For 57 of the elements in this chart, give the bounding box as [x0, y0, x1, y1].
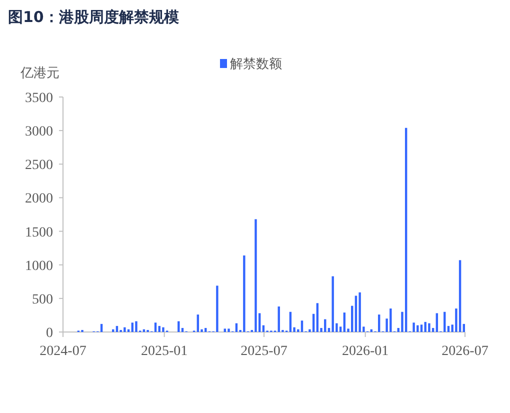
bar [100, 324, 103, 332]
y-tick-label: 2000 [25, 192, 53, 207]
legend-label: 解禁数额 [230, 57, 282, 72]
bar [390, 308, 392, 332]
x-tick-label: 2026-07 [442, 344, 488, 359]
bar [404, 128, 408, 332]
bar [428, 323, 430, 332]
bar [412, 322, 415, 332]
bar [154, 322, 157, 332]
x-tick-label: 2025-01 [140, 344, 188, 359]
x-tick-label: 2026-01 [342, 344, 389, 359]
bar [351, 306, 354, 332]
bar [436, 313, 438, 332]
bar [135, 321, 138, 332]
bar [424, 322, 426, 332]
bar [243, 255, 246, 332]
y-tick-label: 1000 [25, 258, 53, 274]
y-tick-label: 3500 [25, 91, 53, 106]
bar [324, 319, 326, 332]
bar [447, 326, 450, 332]
bar [354, 296, 358, 332]
bar [158, 326, 160, 332]
chart-title: 图10：港股周度解禁规模 [8, 8, 180, 26]
bar [332, 276, 334, 332]
bar [432, 328, 434, 332]
y-tick-label: 500 [32, 292, 53, 308]
bar [358, 292, 361, 332]
bar [116, 326, 118, 332]
bar [124, 327, 126, 332]
bar [458, 260, 462, 332]
bar [254, 219, 257, 332]
bar [162, 327, 164, 332]
bar [343, 312, 346, 332]
y-axis-title: 亿港元 [20, 66, 60, 81]
bar [131, 322, 134, 332]
x-tick-label: 2024-07 [40, 344, 86, 359]
y-tick-label: 1500 [25, 225, 53, 240]
bar [278, 306, 280, 332]
bar [181, 328, 184, 332]
bar [312, 314, 315, 332]
bar [316, 303, 319, 332]
bar [224, 328, 226, 332]
bar [420, 324, 423, 332]
bar [216, 286, 218, 332]
bar [196, 314, 200, 332]
y-tick-label: 3000 [25, 124, 53, 140]
bar [444, 312, 446, 332]
bar [228, 328, 230, 332]
bar [339, 326, 342, 332]
x-tick-label: 2025-07 [240, 344, 288, 359]
bar [204, 328, 207, 332]
bar [289, 312, 292, 332]
bar [462, 324, 465, 332]
y-tick-label: 2500 [25, 158, 53, 174]
bar [300, 320, 304, 332]
bar [378, 314, 380, 332]
y-tick-label: 0 [46, 326, 53, 341]
